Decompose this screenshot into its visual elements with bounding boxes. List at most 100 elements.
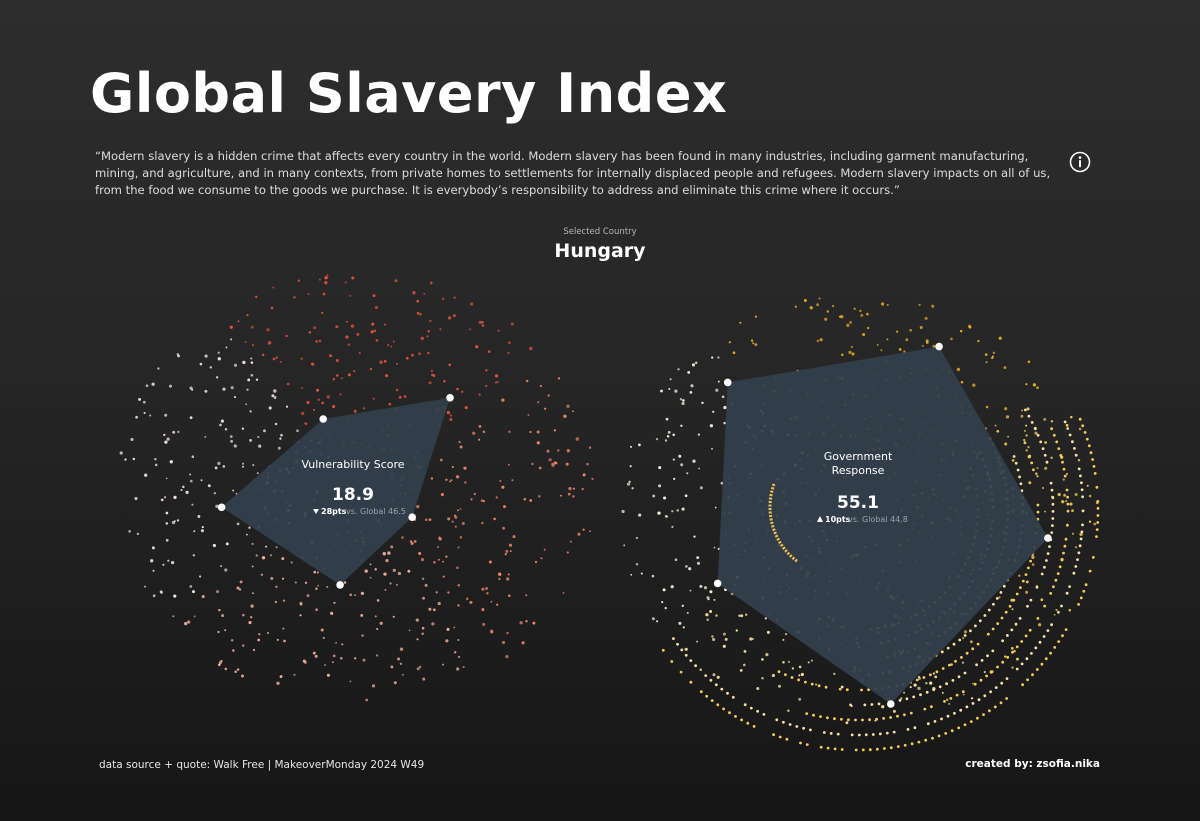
scatter-dot <box>246 388 249 391</box>
scatter-dot <box>577 532 581 536</box>
arc-dot <box>992 602 995 606</box>
scatter-dot <box>713 546 716 549</box>
arc-dot <box>1033 427 1037 431</box>
arc-dot <box>746 721 750 725</box>
scatter-dot <box>482 430 486 434</box>
scatter-dot <box>722 644 726 648</box>
arc-dot <box>1061 460 1064 464</box>
polygon-vertex-3[interactable] <box>336 581 344 589</box>
arc-dot <box>1066 427 1070 430</box>
response-polygon[interactable] <box>717 346 1048 704</box>
scatter-dot <box>703 586 708 590</box>
scatter-dot <box>270 306 274 310</box>
scatter-dot <box>994 424 997 427</box>
scatter-dot <box>246 533 248 536</box>
scatter-dot <box>395 388 399 392</box>
arc-dot <box>775 718 779 722</box>
scatter-dot <box>537 401 540 404</box>
scatter-dot <box>442 560 445 563</box>
scatter-dot <box>189 473 192 476</box>
scatter-dot <box>486 592 489 595</box>
scatter-dot <box>853 307 856 310</box>
arc-dot <box>950 729 954 733</box>
scatter-dot <box>867 326 870 330</box>
arc-dot <box>1049 651 1052 655</box>
scatter-dot <box>841 353 844 357</box>
scatter-dot <box>699 486 703 490</box>
scatter-dot <box>315 608 319 612</box>
scatter-dot <box>507 594 511 598</box>
scatter-dot <box>351 276 355 280</box>
scatter-dot <box>423 292 426 295</box>
scatter-dot <box>482 500 486 503</box>
scatter-dot <box>250 616 253 619</box>
polygon-vertex-5[interactable] <box>319 415 328 423</box>
arc-dot <box>1096 514 1100 517</box>
arc-dot <box>1073 447 1076 450</box>
scatter-dot <box>1011 608 1014 611</box>
scatter-dot <box>832 305 835 307</box>
arc-dot <box>822 731 826 734</box>
polygon-vertex-4[interactable] <box>217 503 226 512</box>
scatter-dot <box>313 570 317 574</box>
arc-dot <box>1041 447 1045 450</box>
vulnerability-polygon[interactable] <box>221 397 450 585</box>
scatter-dot <box>299 602 303 606</box>
scatter-dot <box>838 315 842 318</box>
polygon-vertex-1[interactable] <box>935 342 943 351</box>
arc-dot <box>1058 565 1062 569</box>
scatter-dot <box>332 405 336 409</box>
scatter-dot <box>332 377 336 381</box>
scatter-dot <box>903 691 906 694</box>
arc-dot <box>1066 502 1070 506</box>
scatter-dot <box>456 667 460 671</box>
response-title-line-1: Government <box>824 450 893 463</box>
scatter-dot <box>673 477 676 481</box>
scatter-dot <box>669 378 672 381</box>
scatter-dot <box>1007 435 1010 438</box>
scatter-dot <box>972 682 974 685</box>
arc-dot <box>995 597 999 600</box>
scatter-dot <box>241 674 244 678</box>
scatter-dot <box>371 322 375 326</box>
polygon-vertex-1[interactable] <box>446 394 454 402</box>
polygon-vertex-2[interactable] <box>1044 534 1052 542</box>
scatter-dot <box>880 349 883 352</box>
info-icon[interactable] <box>1069 151 1091 173</box>
polygon-vertex-4[interactable] <box>713 579 722 588</box>
polygon-vertex-5[interactable] <box>723 378 732 387</box>
arc-dot <box>1040 662 1044 666</box>
scatter-dot <box>660 389 663 393</box>
scatter-dot <box>711 356 714 359</box>
scatter-dot <box>674 558 678 561</box>
arc-dot <box>963 671 967 675</box>
scatter-dot <box>488 560 492 564</box>
scatter-dot <box>322 636 325 639</box>
scatter-dot <box>220 565 223 567</box>
scatter-dot <box>124 458 127 461</box>
scatter-dot <box>256 472 259 475</box>
scatter-dot <box>1057 492 1061 497</box>
scatter-dot <box>299 614 302 617</box>
selected-country-name[interactable]: Hungary <box>554 240 646 262</box>
polygon-vertex-3[interactable] <box>887 700 895 708</box>
scatter-dot <box>222 387 226 391</box>
polygon-vertex-2[interactable] <box>408 513 417 521</box>
scatter-dot <box>717 356 720 359</box>
scatter-dot <box>230 639 234 642</box>
arc-dot <box>1064 537 1068 541</box>
arc-dot <box>868 748 872 752</box>
arc-dot <box>944 732 948 735</box>
scatter-dot <box>304 581 308 585</box>
scatter-dot <box>276 681 280 685</box>
scatter-dot <box>281 557 285 561</box>
arc-dot <box>1010 628 1014 632</box>
scatter-dot <box>932 344 936 348</box>
scatter-dot <box>369 563 372 566</box>
scatter-dot <box>1021 409 1024 412</box>
intro-quote: “Modern slavery is a hidden crime that a… <box>95 149 1051 197</box>
scatter-dot <box>621 509 625 514</box>
scatter-dot <box>771 673 776 678</box>
scatter-dot <box>275 585 278 589</box>
scatter-dot <box>252 464 255 467</box>
